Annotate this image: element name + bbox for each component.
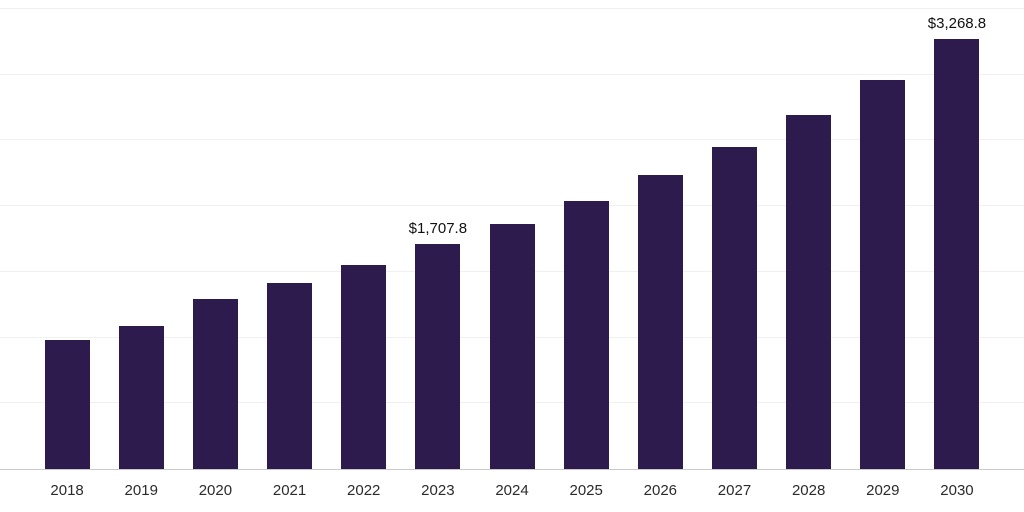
bar-column bbox=[772, 0, 846, 469]
bar-value-label: $1,707.8 bbox=[409, 220, 467, 237]
bar-2023 bbox=[415, 244, 460, 469]
bar-2022 bbox=[341, 265, 386, 469]
x-tick-label: 2030 bbox=[920, 482, 994, 499]
bar-2021 bbox=[267, 283, 312, 469]
x-tick-label: 2028 bbox=[772, 482, 846, 499]
x-tick-label: 2022 bbox=[327, 482, 401, 499]
bar-2030 bbox=[934, 39, 979, 469]
bar-column bbox=[178, 0, 252, 469]
x-tick-label: 2024 bbox=[475, 482, 549, 499]
bar-2020 bbox=[193, 299, 238, 469]
bar-column bbox=[104, 0, 178, 469]
bar-column bbox=[475, 0, 549, 469]
bar-2026 bbox=[638, 175, 683, 469]
x-tick-label: 2029 bbox=[846, 482, 920, 499]
bar-2028 bbox=[786, 115, 831, 469]
bar-chart: $1,707.8$3,268.8 20182019202020212022202… bbox=[0, 0, 1024, 512]
bar-column bbox=[549, 0, 623, 469]
bar-column bbox=[697, 0, 771, 469]
x-axis: 2018201920202021202220232024202520262027… bbox=[0, 470, 1024, 511]
bar-2019 bbox=[119, 326, 164, 469]
x-tick-label: 2020 bbox=[178, 482, 252, 499]
bar-2025 bbox=[564, 201, 609, 469]
bar-2027 bbox=[712, 147, 757, 469]
bar-value-label: $3,268.8 bbox=[928, 15, 986, 32]
bar-column bbox=[846, 0, 920, 469]
bar-column: $3,268.8 bbox=[920, 0, 994, 469]
x-tick-label: 2025 bbox=[549, 482, 623, 499]
bar-column bbox=[623, 0, 697, 469]
x-tick-label: 2027 bbox=[697, 482, 771, 499]
bar-column bbox=[252, 0, 326, 469]
bar-column bbox=[327, 0, 401, 469]
plot-area: $1,707.8 $3,268.8 bbox=[0, 0, 1024, 470]
x-tick-label: 2026 bbox=[623, 482, 697, 499]
bar-column bbox=[30, 0, 104, 469]
bar-2018 bbox=[45, 340, 90, 469]
bar-2029 bbox=[860, 80, 905, 469]
x-tick-label: 2018 bbox=[30, 482, 104, 499]
x-tick-label: 2021 bbox=[252, 482, 326, 499]
x-tick-label: 2019 bbox=[104, 482, 178, 499]
bar-column: $1,707.8 bbox=[401, 0, 475, 469]
x-tick-label: 2023 bbox=[401, 482, 475, 499]
bars-container: $1,707.8 $3,268.8 bbox=[0, 0, 1024, 469]
bar-2024 bbox=[490, 224, 535, 469]
